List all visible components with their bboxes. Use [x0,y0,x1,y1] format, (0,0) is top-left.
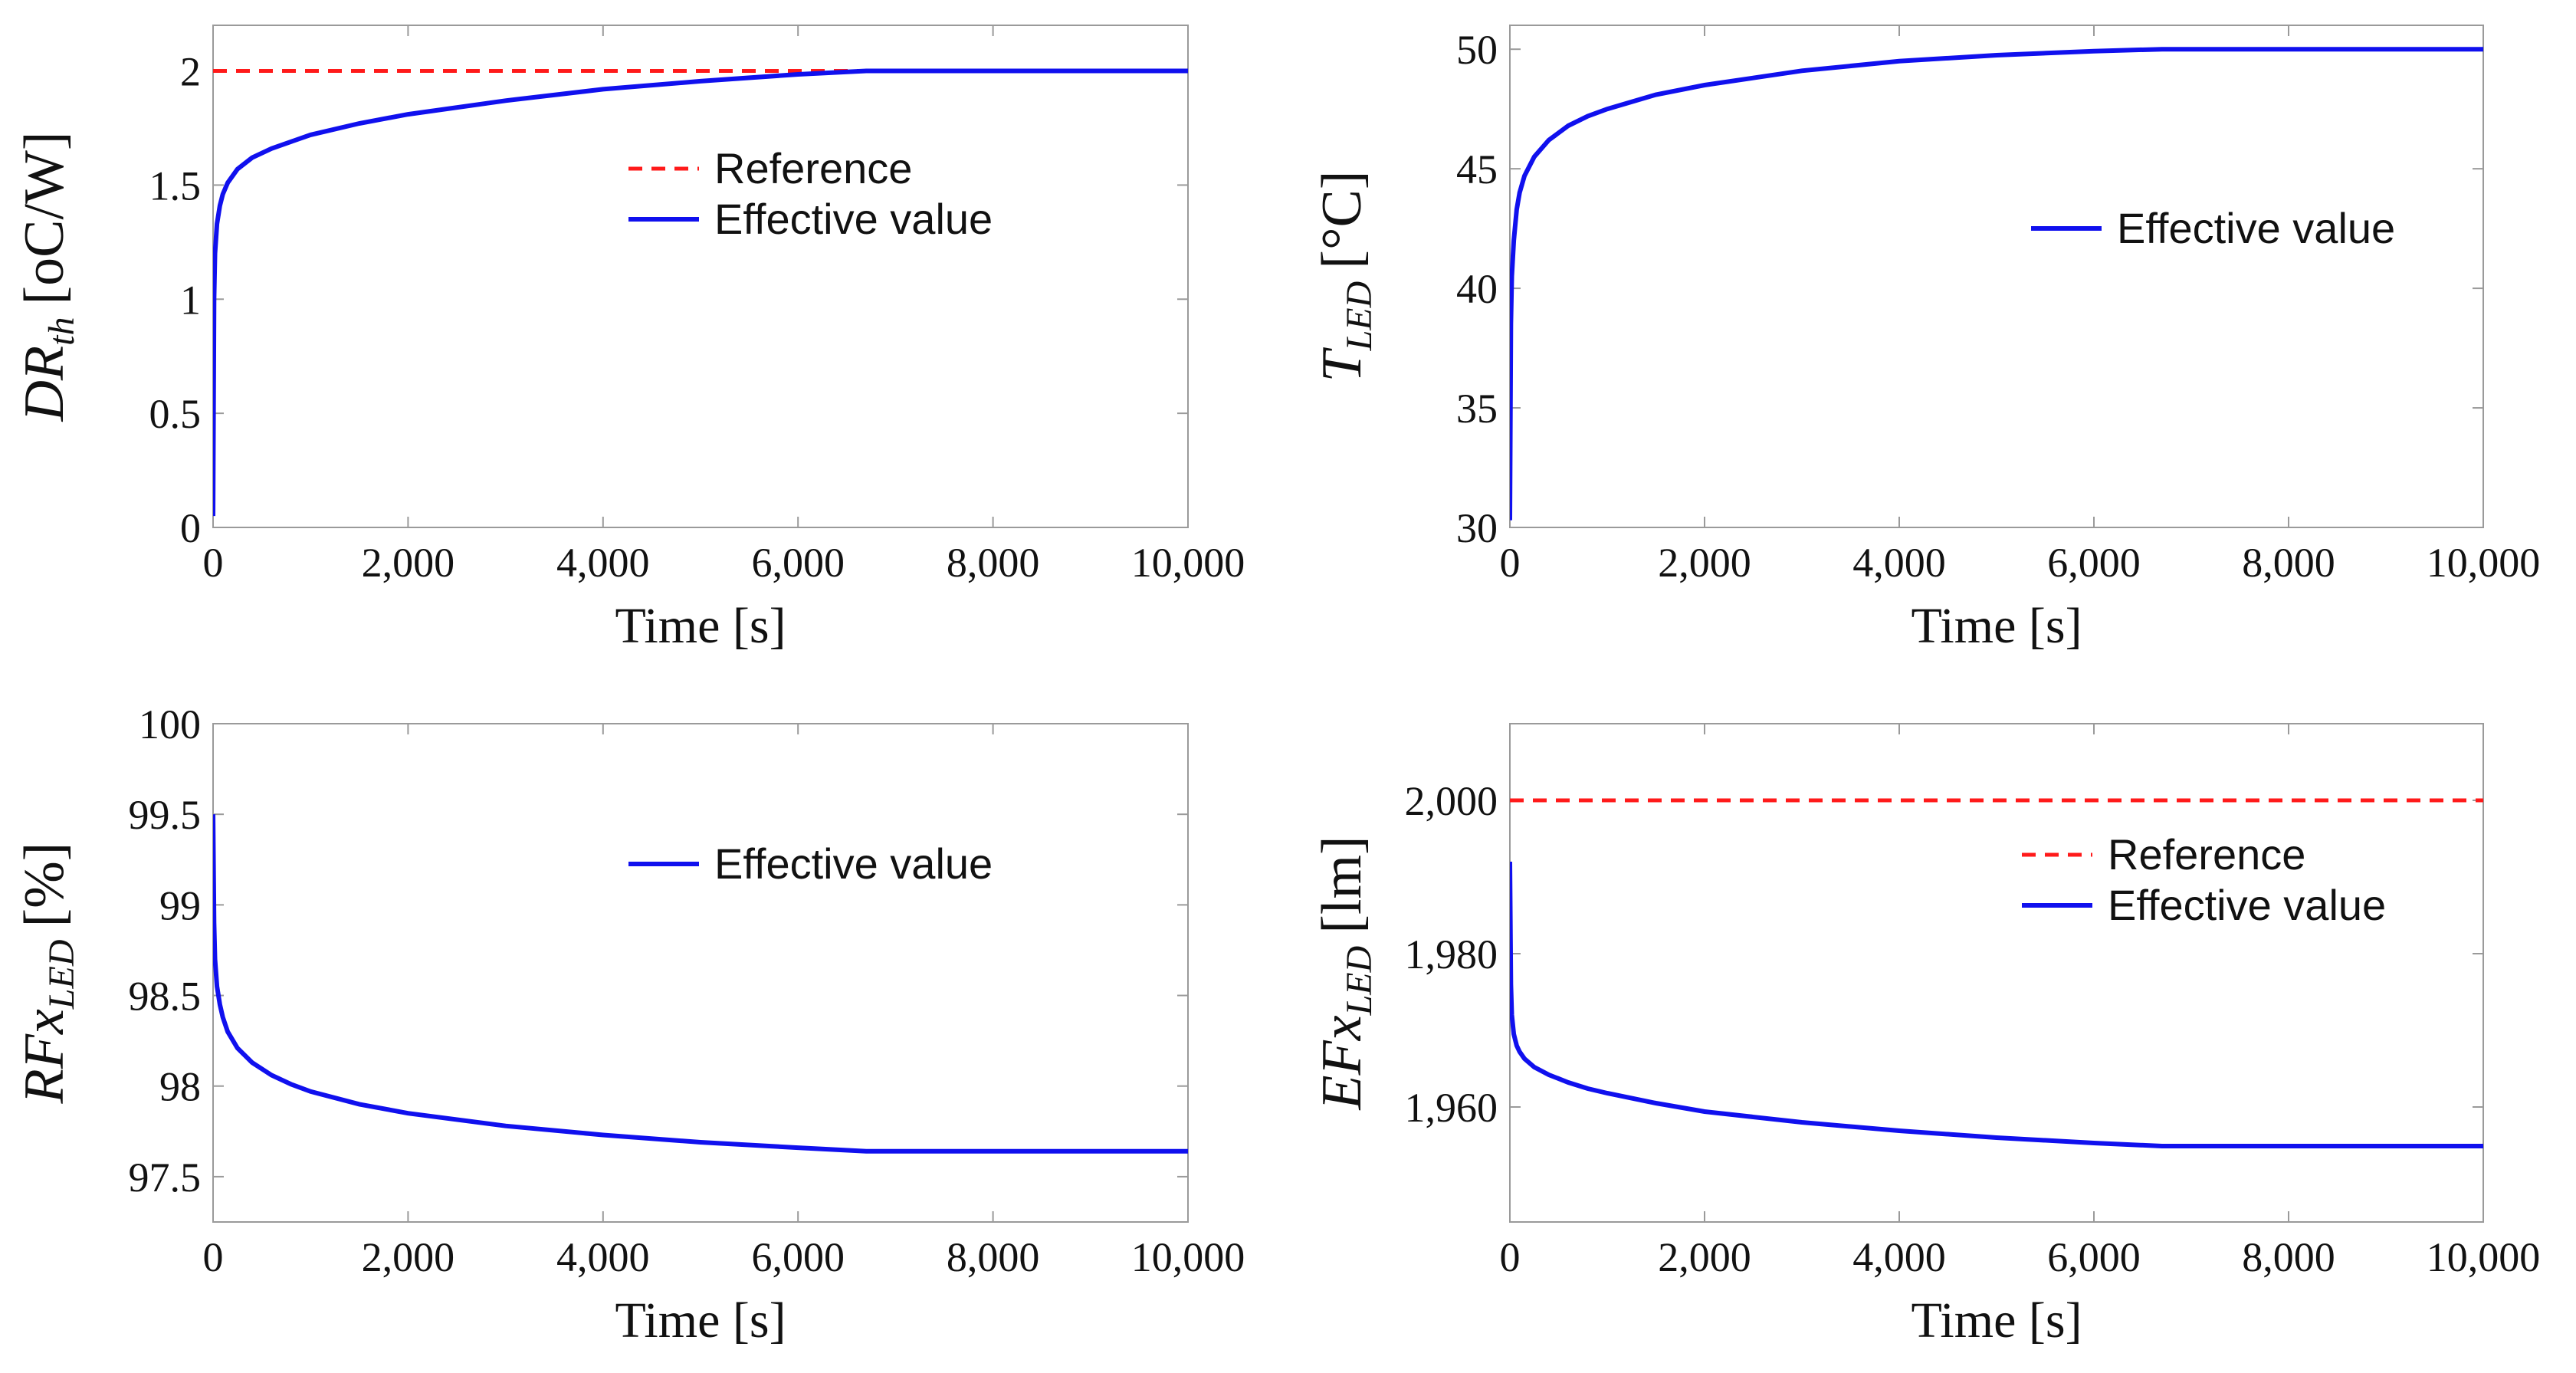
y-tick-label: 0.5 [149,391,202,437]
x-tick-label: 2,000 [1658,1234,1751,1280]
x-tick-label: 10,000 [1131,540,1245,586]
y-label-subscript: LED [1339,281,1380,352]
x-axis-label: Time [s] [615,598,786,654]
y-tick-label: 1 [180,277,201,323]
x-tick-label: 6,000 [751,1234,845,1280]
y-axis-label: TLED [°C] [1311,170,1380,382]
y-label-unit: [%] [13,843,76,928]
y-axis-label: DRth [oC/W] [13,131,82,422]
legend-label: Reference [714,144,912,192]
x-axis-label: Time [s] [615,1293,786,1348]
y-label-symbol: RFx [13,1009,76,1104]
y-tick-label: 99.5 [129,792,202,838]
x-tick-label: 6,000 [751,540,845,586]
y-tick-label: 30 [1456,505,1498,551]
plot-area-frame [212,723,1189,1223]
legend-label: Effective value [2117,204,2395,252]
y-tick-label: 35 [1456,386,1498,432]
plot-area-frame [1509,25,2484,528]
legend-label: Effective value [714,839,993,888]
y-label-unit: [°C] [1311,170,1373,268]
x-tick-label: 0 [1500,540,1521,586]
x-tick-label: 6,000 [2047,1234,2141,1280]
y-label-unit: [oC/W] [13,131,76,304]
y-tick-label: 98 [159,1064,201,1110]
x-tick-label: 10,000 [2427,540,2541,586]
y-axis-label: EFxLED [lm] [1311,836,1380,1110]
x-tick-label: 2,000 [362,1234,455,1280]
y-tick-label: 1,980 [1405,931,1498,977]
chart-panel-rfx-led: 0 2,000 4,000 6,000 8,000 10,000 97.5 98 98.5 99 9… [13,701,1245,1348]
x-tick-label: 0 [1500,1234,1521,1280]
y-tick-label: 1,960 [1405,1085,1498,1131]
y-tick-label: 2,000 [1405,778,1498,824]
x-axis-label: Time [s] [1911,598,2082,654]
legend-label: Effective value [2108,881,2386,929]
plot-area-frame [212,25,1189,528]
x-tick-label: 10,000 [2427,1234,2541,1280]
x-tick-label: 0 [203,1234,224,1280]
y-tick-label: 98.5 [129,974,202,1020]
chart-panel-efx-led: 0 2,000 4,000 6,000 8,000 10,000 1,960 1,980 2,0… [1311,723,2541,1348]
x-tick-label: 4,000 [1852,540,1946,586]
x-tick-label: 8,000 [2242,1234,2335,1280]
x-tick-label: 6,000 [2047,540,2141,586]
x-tick-label: 8,000 [2242,540,2335,586]
y-label-symbol: DR [13,346,76,422]
x-axis-label: Time [s] [1911,1293,2082,1348]
x-tick-label: 4,000 [1852,1234,1946,1280]
x-tick-label: 4,000 [556,540,650,586]
y-label-subscript: LED [41,940,82,1010]
y-tick-label: 0 [180,505,201,551]
y-axis-label: RFxLED [%] [13,843,82,1105]
x-tick-label: 10,000 [1131,1234,1245,1280]
x-tick-label: 0 [203,540,224,586]
y-tick-label: 50 [1456,27,1498,73]
legend-label: Reference [2108,830,2305,879]
y-label-symbol: T [1311,347,1373,383]
y-tick-label: 40 [1456,266,1498,312]
y-tick-label: 97.5 [129,1155,202,1201]
x-tick-label: 8,000 [947,1234,1040,1280]
effective-series-line [1510,47,2483,521]
chart-panel-dr-th: 0 2,000 4,000 6,000 8,000 10,000 0 0.5 1 1.5 2 Time… [13,25,1245,654]
legend: Effective value [628,839,993,888]
effective-series-line [213,68,1188,517]
x-tick-label: 8,000 [947,540,1040,586]
legend: Effective value [2031,204,2395,252]
effective-series-line [213,814,1188,1154]
y-tick-label: 45 [1456,146,1498,192]
x-tick-label: 2,000 [1658,540,1751,586]
effective-series-line [1510,861,2483,1148]
y-label-subscript: th [41,317,82,346]
y-label-symbol: EFx [1311,1015,1373,1110]
y-tick-label: 99 [159,882,201,928]
legend-label: Effective value [714,195,993,243]
y-label-unit: [lm] [1311,836,1373,933]
y-tick-label: 2 [180,49,201,95]
y-tick-label: 1.5 [149,163,202,209]
y-tick-label: 100 [139,701,201,747]
chart-panel-t-led: 0 2,000 4,000 6,000 8,000 10,000 30 35 40 45 50 Tim… [1311,25,2540,654]
x-tick-label: 2,000 [362,540,455,586]
y-label-subscript: LED [1339,946,1380,1017]
x-tick-label: 4,000 [556,1234,650,1280]
